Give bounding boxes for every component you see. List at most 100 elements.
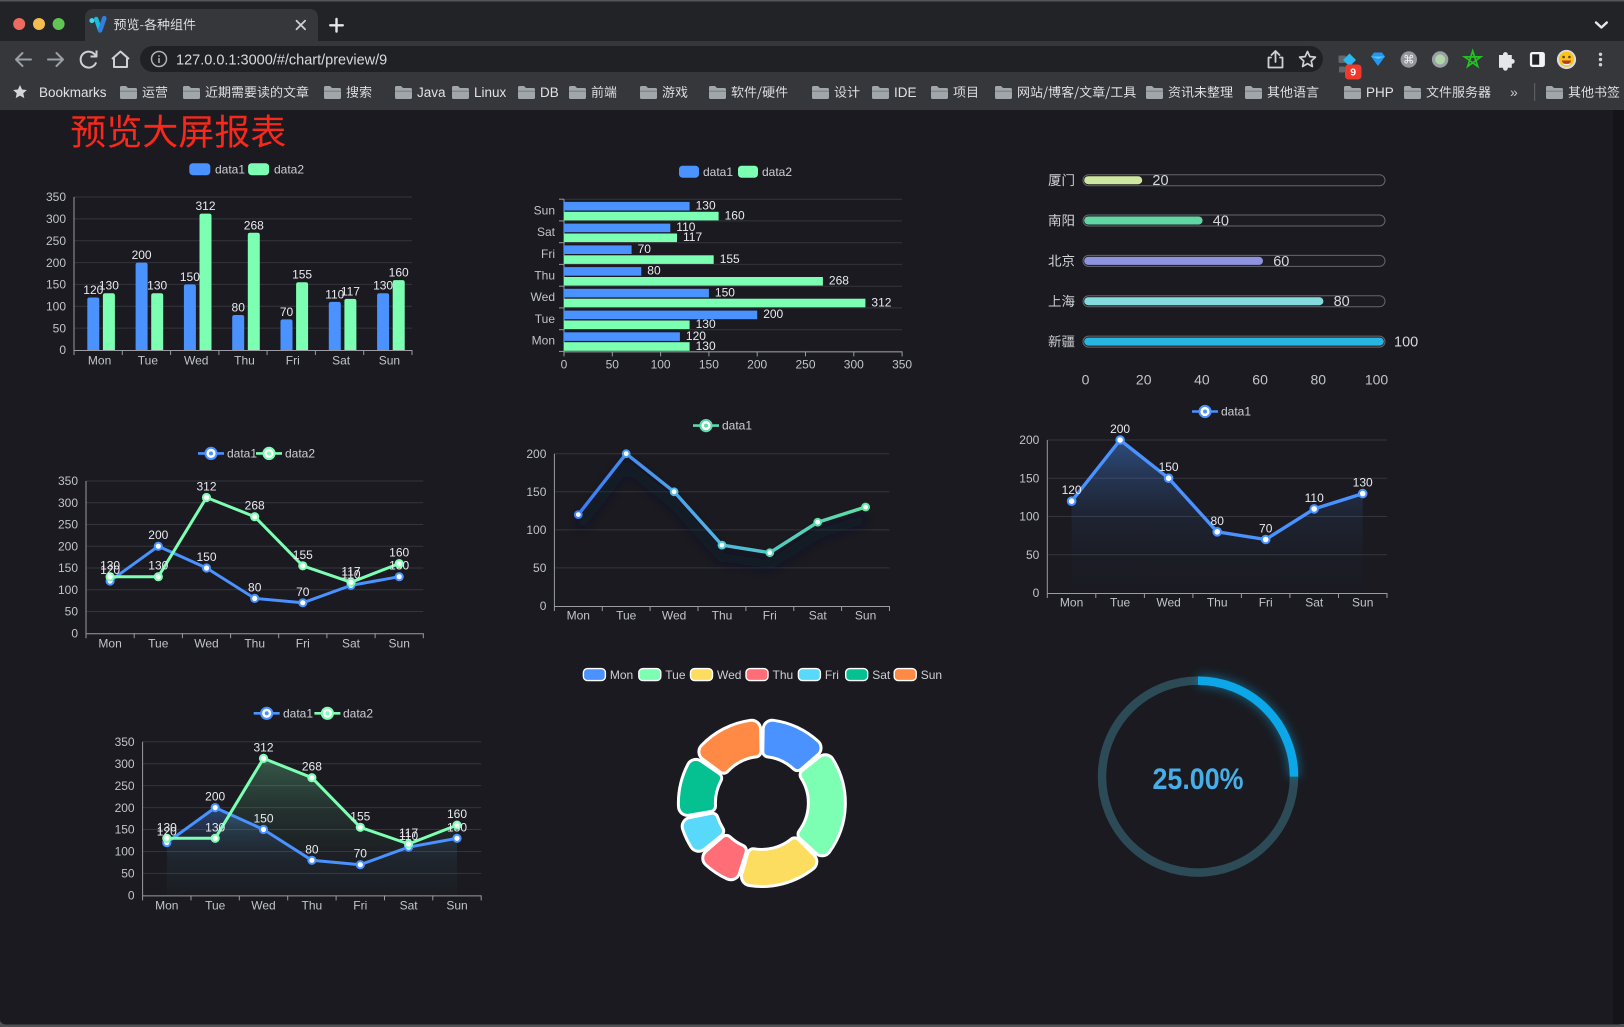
- svg-text:Sat: Sat: [1305, 596, 1324, 610]
- svg-text:160: 160: [447, 807, 467, 821]
- svg-text:Wed: Wed: [194, 637, 218, 651]
- svg-text:data1: data1: [1221, 405, 1251, 419]
- svg-text:Java: Java: [417, 85, 446, 100]
- svg-text:250: 250: [115, 779, 135, 793]
- svg-text:0: 0: [561, 358, 568, 372]
- svg-text:110: 110: [341, 567, 360, 581]
- svg-text:70: 70: [296, 585, 310, 599]
- svg-text:20: 20: [1136, 371, 1152, 387]
- svg-text:155: 155: [293, 548, 313, 562]
- svg-text:Wed: Wed: [531, 290, 555, 304]
- svg-text:350: 350: [58, 474, 78, 488]
- svg-text:Thu: Thu: [712, 609, 733, 623]
- svg-text:50: 50: [533, 561, 547, 575]
- svg-text:80: 80: [305, 842, 319, 856]
- svg-text:350: 350: [46, 190, 66, 204]
- svg-text:268: 268: [245, 499, 265, 513]
- svg-text:350: 350: [115, 735, 135, 749]
- svg-text:200: 200: [205, 790, 225, 804]
- svg-text:Fri: Fri: [353, 899, 367, 913]
- svg-text:data2: data2: [274, 162, 304, 176]
- svg-text:100: 100: [46, 300, 66, 314]
- svg-text:80: 80: [232, 301, 246, 315]
- svg-text:50: 50: [65, 605, 79, 619]
- svg-text:Fri: Fri: [763, 609, 777, 623]
- svg-text:Mon: Mon: [567, 609, 590, 623]
- svg-text:70: 70: [638, 242, 652, 256]
- svg-text:Tue: Tue: [148, 637, 169, 651]
- svg-text:312: 312: [195, 199, 215, 213]
- svg-text:110: 110: [676, 220, 695, 234]
- svg-text:350: 350: [892, 358, 912, 372]
- svg-text:200: 200: [763, 307, 783, 321]
- svg-text:70: 70: [1259, 522, 1273, 536]
- svg-text:Sun: Sun: [1352, 596, 1373, 610]
- svg-text:Thu: Thu: [773, 668, 794, 682]
- svg-text:Mon: Mon: [532, 334, 555, 348]
- svg-text:Mon: Mon: [1060, 596, 1083, 610]
- svg-text:Wed: Wed: [717, 668, 741, 682]
- svg-text:80: 80: [1211, 514, 1225, 528]
- svg-text:130: 130: [696, 317, 716, 331]
- svg-text:80: 80: [248, 580, 262, 594]
- svg-text:130: 130: [99, 279, 119, 293]
- svg-text:130: 130: [696, 199, 716, 213]
- svg-text:Fri: Fri: [825, 668, 839, 682]
- svg-text:120: 120: [157, 825, 177, 839]
- svg-text:120: 120: [100, 563, 120, 577]
- svg-text:110: 110: [325, 287, 344, 301]
- svg-text:data2: data2: [343, 706, 373, 720]
- svg-text:200: 200: [46, 256, 66, 270]
- svg-text:Wed: Wed: [184, 354, 208, 368]
- svg-text:PHP: PHP: [1366, 85, 1394, 100]
- svg-text:100: 100: [651, 358, 671, 372]
- svg-text:100: 100: [58, 583, 78, 597]
- svg-text:40: 40: [1213, 214, 1229, 230]
- svg-text:130: 130: [148, 559, 168, 573]
- svg-text:130: 130: [147, 279, 167, 293]
- svg-text:data2: data2: [285, 447, 315, 461]
- svg-text:data1: data1: [703, 165, 733, 179]
- svg-text:Tue: Tue: [138, 354, 159, 368]
- svg-text:300: 300: [115, 757, 135, 771]
- svg-text:127.0.0.1:3000/#/chart/preview: 127.0.0.1:3000/#/chart/preview/9: [176, 52, 387, 68]
- svg-text:160: 160: [389, 266, 409, 280]
- svg-text:Fri: Fri: [1259, 596, 1273, 610]
- svg-text:80: 80: [1311, 371, 1327, 387]
- svg-text:268: 268: [302, 760, 322, 774]
- svg-text:130: 130: [696, 339, 716, 353]
- svg-text:Sun: Sun: [921, 668, 942, 682]
- svg-text:Tue: Tue: [205, 899, 226, 913]
- svg-text:60: 60: [1252, 371, 1268, 387]
- svg-text:data1: data1: [227, 447, 257, 461]
- svg-text:150: 150: [1159, 460, 1179, 474]
- svg-text:80: 80: [647, 264, 661, 278]
- svg-text:250: 250: [58, 518, 78, 532]
- svg-text:data1: data1: [722, 419, 752, 433]
- svg-text:250: 250: [795, 358, 815, 372]
- svg-text:150: 150: [58, 561, 78, 575]
- svg-text:25.00%: 25.00%: [1153, 763, 1244, 796]
- svg-text:Thu: Thu: [1207, 596, 1228, 610]
- svg-text:Mon: Mon: [155, 899, 178, 913]
- svg-text:70: 70: [280, 305, 294, 319]
- svg-text:40: 40: [1194, 371, 1210, 387]
- svg-text:117: 117: [683, 230, 702, 244]
- svg-text:200: 200: [747, 358, 767, 372]
- svg-text:200: 200: [58, 539, 78, 553]
- svg-text:0: 0: [1033, 586, 1040, 600]
- svg-text:150: 150: [699, 358, 719, 372]
- svg-text:300: 300: [46, 212, 66, 226]
- svg-text:130: 130: [447, 820, 467, 834]
- svg-text:312: 312: [196, 480, 216, 494]
- svg-text:50: 50: [1026, 548, 1040, 562]
- svg-text:200: 200: [115, 801, 135, 815]
- svg-text:0: 0: [59, 343, 66, 357]
- svg-text:Thu: Thu: [534, 269, 555, 283]
- svg-text:Sun: Sun: [534, 203, 555, 217]
- svg-text:117: 117: [341, 284, 360, 298]
- svg-text:Tue: Tue: [1110, 596, 1131, 610]
- svg-text:117: 117: [341, 564, 360, 578]
- svg-text:data2: data2: [762, 165, 792, 179]
- svg-text:Bookmarks: Bookmarks: [39, 85, 107, 100]
